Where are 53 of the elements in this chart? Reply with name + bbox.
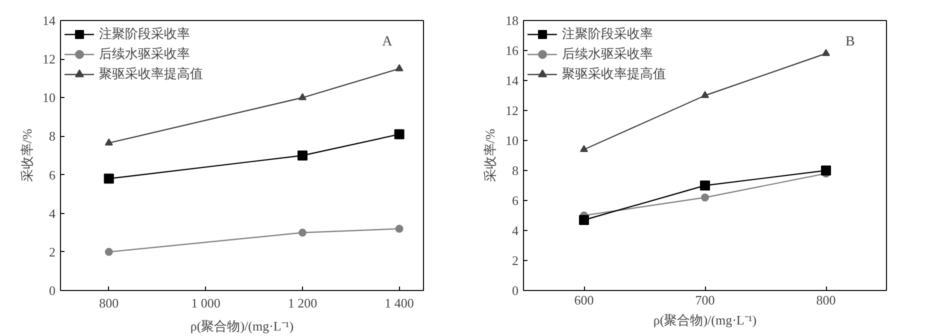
legend-label: 后续水驱采收率	[562, 45, 653, 63]
point	[579, 215, 589, 225]
point	[104, 138, 113, 146]
y-tick-label: 10	[42, 90, 56, 106]
y-axis-title: 采收率/%	[482, 128, 498, 182]
point	[700, 180, 710, 190]
point	[822, 48, 830, 56]
y-tick-label: 8	[512, 163, 518, 178]
point	[701, 90, 709, 98]
point	[104, 248, 113, 256]
annotation: B	[846, 34, 855, 50]
y-tick-label: 14	[506, 73, 519, 88]
x-tick-label: 1 000	[191, 296, 220, 310]
x-axis-title: ρ(聚合物)/(mg·L⁻¹)	[653, 312, 757, 328]
y-tick-label: 8	[49, 128, 56, 144]
legend-label: 后续水驱采收率	[99, 45, 190, 63]
y-tick-label: 10	[506, 133, 518, 148]
y-tick-label: 6	[49, 167, 56, 182]
y-tick-label: 2	[512, 253, 518, 268]
point	[395, 224, 404, 233]
point	[298, 150, 308, 160]
x-axis-title: ρ(聚合物)/(mg·L⁻¹)	[190, 318, 294, 334]
point	[298, 93, 306, 100]
legend-label: 注聚阶段采收率	[99, 25, 190, 43]
legend-label: 聚驱采收率提高值	[99, 65, 203, 83]
y-tick-label: 12	[42, 52, 56, 67]
legend-label: 聚驱采收率提高值	[562, 65, 666, 83]
point	[395, 64, 404, 72]
y-tick-label: 4	[512, 223, 519, 238]
x-tick-label: 800	[99, 296, 119, 310]
point	[580, 144, 588, 152]
x-tick-label: 1 200	[288, 296, 318, 310]
y-tick-label: 4	[49, 206, 56, 221]
y-tick-label: 0	[49, 283, 56, 298]
x-tick-label: 700	[695, 292, 715, 308]
y-tick-label: 14	[42, 13, 56, 28]
y-tick-label: 6	[512, 193, 519, 208]
point	[821, 166, 831, 176]
point	[298, 228, 306, 237]
annotation: A	[382, 34, 394, 50]
point	[394, 129, 404, 140]
y-tick-label: 2	[49, 244, 56, 260]
x-tick-label: 1 400	[384, 296, 414, 310]
y-tick-label: 12	[506, 103, 518, 118]
legend-label: 注聚阶段采收率	[562, 25, 653, 43]
y-tick-label: 16	[506, 43, 519, 58]
x-tick-label: 800	[816, 292, 836, 308]
y-axis-title: 采收率/%	[20, 128, 34, 182]
point	[104, 174, 114, 184]
point	[701, 194, 709, 202]
x-tick-label: 600	[574, 292, 594, 308]
y-tick-label: 18	[506, 13, 518, 28]
y-tick-label: 0	[512, 283, 518, 298]
